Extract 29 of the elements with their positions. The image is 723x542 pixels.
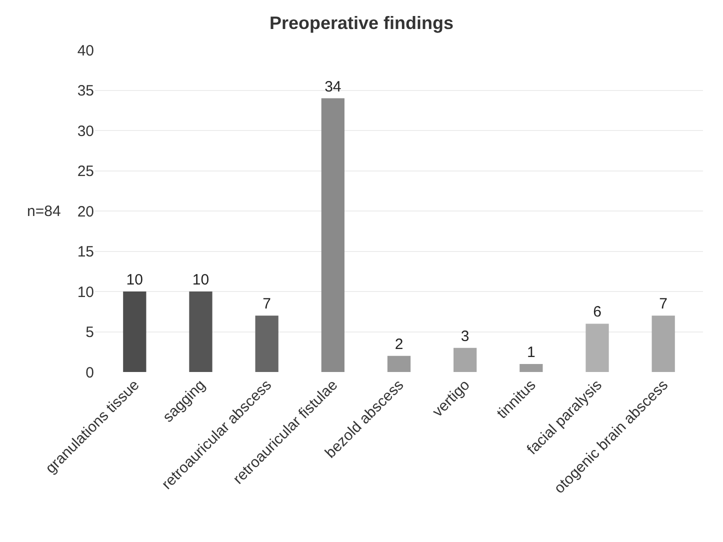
y-tick-label: 5 (86, 324, 94, 341)
data-label: 10 (126, 272, 143, 288)
bar (454, 348, 477, 372)
bar (255, 316, 278, 372)
y-tick-label: 40 (77, 42, 94, 60)
data-label: 3 (460, 328, 470, 345)
y-axis-title: n=84 (27, 203, 61, 220)
data-label: 1 (527, 344, 536, 361)
y-tick-label: 35 (77, 82, 94, 100)
y-tick-label: 20 (77, 203, 94, 220)
bar (189, 292, 212, 372)
data-label: 34 (324, 78, 342, 96)
data-label: 2 (394, 336, 404, 353)
data-label: 7 (262, 296, 271, 313)
bar (123, 292, 146, 372)
bar (520, 364, 543, 372)
y-tick-label: 25 (77, 163, 94, 180)
bar (321, 98, 344, 372)
bar (387, 356, 411, 372)
data-label: 6 (593, 304, 602, 321)
data-label: 7 (659, 296, 668, 313)
chart-title: Preoperative findings (269, 12, 454, 33)
bar (652, 316, 675, 372)
data-label: 10 (192, 272, 210, 288)
bar (586, 324, 609, 372)
y-tick-label: 30 (77, 122, 94, 140)
y-tick-label: 15 (77, 244, 94, 260)
y-tick-label: 10 (77, 284, 94, 301)
y-tick-label: 0 (86, 364, 94, 382)
